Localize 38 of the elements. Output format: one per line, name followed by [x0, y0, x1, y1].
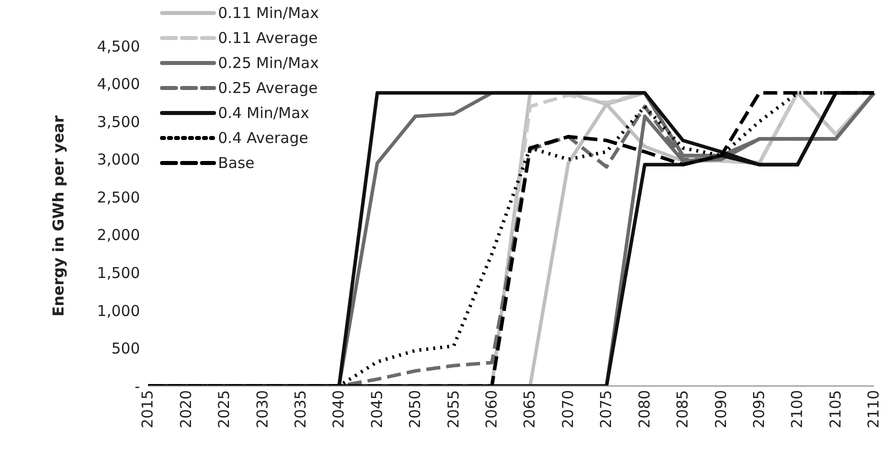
x-tick-label: 2105	[826, 390, 844, 428]
y-tick-label: 500	[111, 340, 140, 358]
y-tick-label: 1,000	[97, 302, 140, 320]
x-tick-label: 2075	[597, 390, 616, 428]
y-tick-label: 3,500	[97, 112, 140, 131]
x-tick-label: 2095	[750, 390, 768, 428]
x-tick-label: 2110	[864, 390, 883, 428]
x-tick-label: 2100	[788, 390, 806, 428]
x-tick-label: 2070	[558, 390, 577, 428]
y-tick-label: 4,500	[97, 37, 140, 56]
y-tick-label: -	[134, 377, 140, 396]
legend-label: 0.4 Min/Max	[218, 104, 310, 122]
legend-label: 0.25 Min/Max	[218, 54, 319, 72]
x-tick-label: 2045	[368, 390, 386, 428]
y-tick-label: 1,500	[97, 264, 140, 282]
x-tick-label: 2025	[215, 390, 234, 428]
x-tick-label: 2040	[330, 390, 348, 428]
y-tick-label: 4,000	[97, 75, 140, 94]
x-tick-label: 2055	[444, 390, 462, 428]
y-axis-title: Energy in GWh per year	[49, 114, 68, 317]
x-tick-label: 2080	[635, 390, 654, 428]
x-tick-label: 2020	[176, 390, 195, 428]
x-tick-label: 2050	[406, 390, 424, 428]
y-tick-label: 2,500	[97, 188, 140, 206]
x-tick-label: 2060	[482, 390, 501, 428]
legend-label: 0.11 Min/Max	[218, 4, 319, 22]
x-tick-label: 2085	[674, 390, 692, 428]
legend-label: 0.4 Average	[218, 128, 308, 146]
y-tick-label: 3,000	[97, 150, 140, 169]
y-tick-label: 2,000	[97, 226, 140, 244]
x-tick-label: 2065	[520, 390, 539, 428]
x-tick-label: 2015	[138, 390, 157, 428]
x-tick-label: 2035	[291, 390, 310, 428]
legend-label: 0.11 Average	[218, 28, 318, 46]
x-tick-label: 2090	[712, 390, 730, 428]
legend-label: 0.25 Average	[218, 78, 318, 96]
legend-label: Base	[218, 154, 255, 172]
x-tick-label: 2030	[253, 390, 272, 428]
